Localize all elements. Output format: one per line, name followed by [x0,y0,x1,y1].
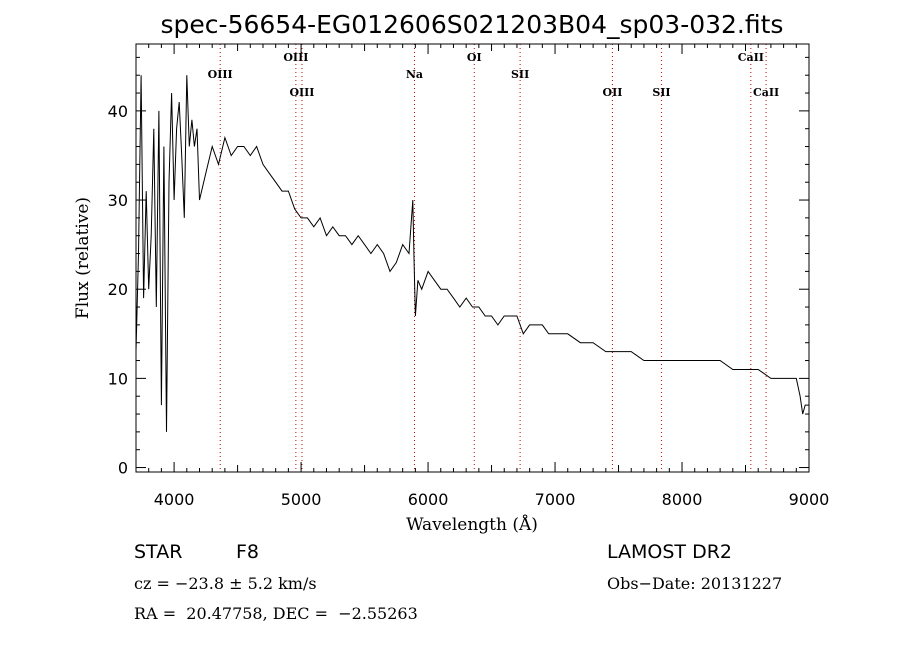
line-marker-label: OIII [289,86,314,99]
x-tick-label: 9000 [789,490,830,509]
observation-date: Obs−Date: 20131227 [607,574,783,593]
line-marker-label: OIII [283,51,308,64]
line-marker-label: SII [652,86,670,99]
y-axis-label: Flux (relative) [73,197,93,319]
axes: 4000 5000 6000 7000 8000 9000 0 10 20 30 40 [108,44,830,509]
plot-frame [135,43,810,473]
line-marker-label: CaII [753,86,779,99]
spectral-subclass: F8 [236,541,260,563]
x-tick-label: 8000 [662,490,703,509]
line-marker-label: OIII [208,68,233,81]
line-marker-label: OI [467,51,482,64]
chart-title: spec-56654-EG012606S021203B04_sp03-032.f… [161,10,784,39]
y-tick-label: 40 [108,102,128,121]
y-tick-label: 0 [118,459,128,478]
emission-line-markers: OIII OIII OIII Na OI SII OII SII CaII CaII [208,44,779,472]
y-tick-label: 10 [108,369,128,388]
x-tick-label: 5000 [281,490,322,509]
y-tick-label: 30 [108,191,128,210]
sky-coordinates: RA = 20.47758, DEC = −2.55263 [134,604,418,623]
line-marker-label: CaII [738,51,764,64]
object-type: STAR [134,541,183,563]
spectrum-line [135,75,809,432]
y-tick-label: 20 [108,280,128,299]
line-marker-label: SII [511,68,529,81]
x-tick-label: 4000 [154,490,195,509]
line-marker-label: OII [602,86,622,99]
survey-name: LAMOST DR2 [607,541,732,563]
line-marker-label: Na [406,68,423,81]
x-tick-label: 7000 [535,490,576,509]
x-tick-label: 6000 [408,490,449,509]
x-axis-label: Wavelength (Å) [406,514,538,535]
redshift-velocity: cz = −23.8 ± 5.2 km/s [134,574,317,593]
